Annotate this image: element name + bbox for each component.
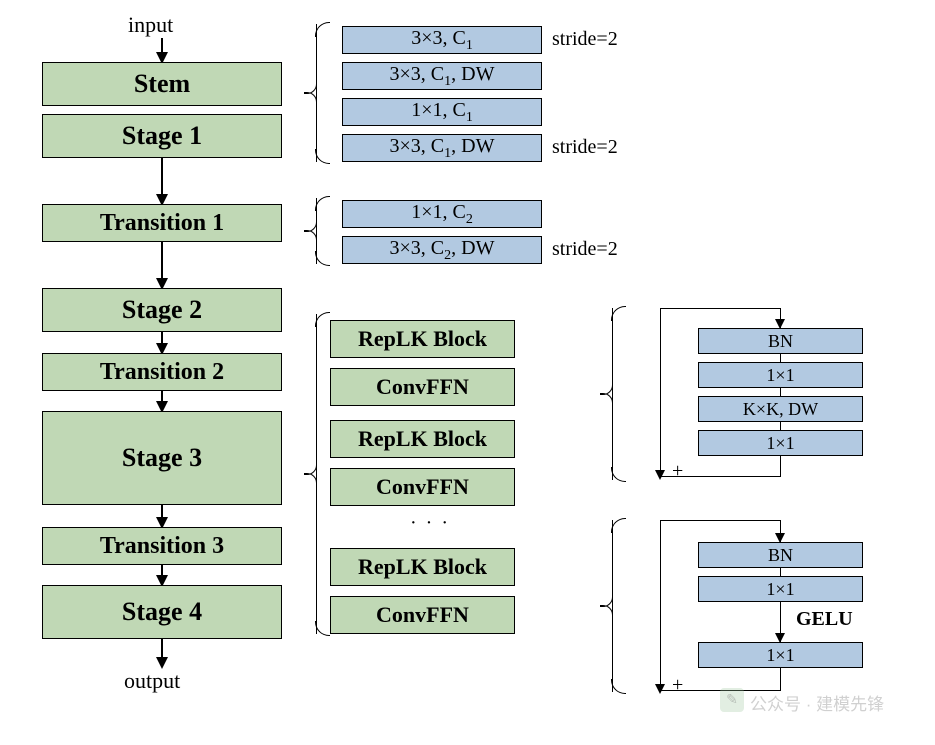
watermark-text: 公众号 · 建模先锋	[750, 690, 884, 715]
ffn-in-v	[660, 520, 661, 692]
stem-conv3: 1×1, C1	[342, 98, 542, 126]
replk-c3	[780, 422, 781, 430]
replk-plus: +	[672, 460, 683, 483]
stem-conv4-label: 3×3, C1, DW	[390, 135, 495, 162]
stage4-block: Stage 4	[42, 585, 282, 639]
trans3-block: Transition 3	[42, 527, 282, 565]
replk1: RepLK Block	[330, 320, 515, 358]
stem-conv4-annot: stride=2	[552, 136, 618, 159]
replk-bn: BN	[698, 328, 863, 354]
stem-conv3-label: 1×1, C1	[411, 99, 473, 126]
stem-block: Stem	[42, 62, 282, 106]
ffn-out	[780, 668, 781, 690]
trans-conv1: 1×1, C2	[342, 200, 542, 228]
trans-conv1-label: 1×1, C2	[411, 201, 473, 228]
replk2: RepLK Block	[330, 420, 515, 458]
ffn-1x1a: 1×1	[698, 576, 863, 602]
stage3-block: Stage 3	[42, 411, 282, 505]
brace-replk	[612, 308, 613, 480]
stem-conv2: 3×3, C1, DW	[342, 62, 542, 90]
stage2-block: Stage 2	[42, 288, 282, 332]
watermark-icon: ✎	[720, 688, 744, 712]
stage-ellipsis: · · ·	[410, 512, 450, 535]
stem-conv4: 3×3, C1, DW	[342, 134, 542, 162]
replk-kxk: K×K, DW	[698, 396, 863, 422]
brace-trans	[316, 198, 317, 264]
convffn2: ConvFFN	[330, 468, 515, 506]
stem-conv2-label: 3×3, C1, DW	[390, 63, 495, 90]
ffn-plus: +	[672, 674, 683, 697]
trans1-block: Transition 1	[42, 204, 282, 242]
ffn-out-arrow	[655, 684, 665, 694]
brace-stem	[316, 24, 317, 162]
brace-stage	[316, 314, 317, 634]
trans-conv2-label: 3×3, C2, DW	[390, 237, 495, 264]
trans-conv2: 3×3, C2, DW	[342, 236, 542, 264]
trans2-block: Transition 2	[42, 353, 282, 391]
replk-c1	[780, 354, 781, 362]
ffn-1x1b: 1×1	[698, 642, 863, 668]
replk-c2	[780, 388, 781, 396]
ffn-c1	[780, 568, 781, 576]
stem-conv1-annot: stride=2	[552, 28, 618, 51]
replk-out-arrow	[655, 470, 665, 480]
replk-in-h	[660, 308, 780, 309]
stem-conv1: 3×3, C1	[342, 26, 542, 54]
ffn-in-h	[660, 520, 780, 521]
replk-out	[780, 456, 781, 476]
stem-conv1-label: 3×3, C1	[411, 27, 473, 54]
input-label: input	[128, 12, 173, 38]
replk-1x1a: 1×1	[698, 362, 863, 388]
convffn3: ConvFFN	[330, 596, 515, 634]
stage1-block: Stage 1	[42, 114, 282, 158]
replk3: RepLK Block	[330, 548, 515, 586]
replk-1x1b: 1×1	[698, 430, 863, 456]
replk-in-v	[660, 308, 661, 478]
convffn1: ConvFFN	[330, 368, 515, 406]
gelu-label: GELU	[796, 608, 853, 631]
brace-convffn	[612, 520, 613, 692]
output-label: output	[124, 668, 180, 694]
trans-conv2-annot: stride=2	[552, 238, 618, 261]
ffn-bn: BN	[698, 542, 863, 568]
